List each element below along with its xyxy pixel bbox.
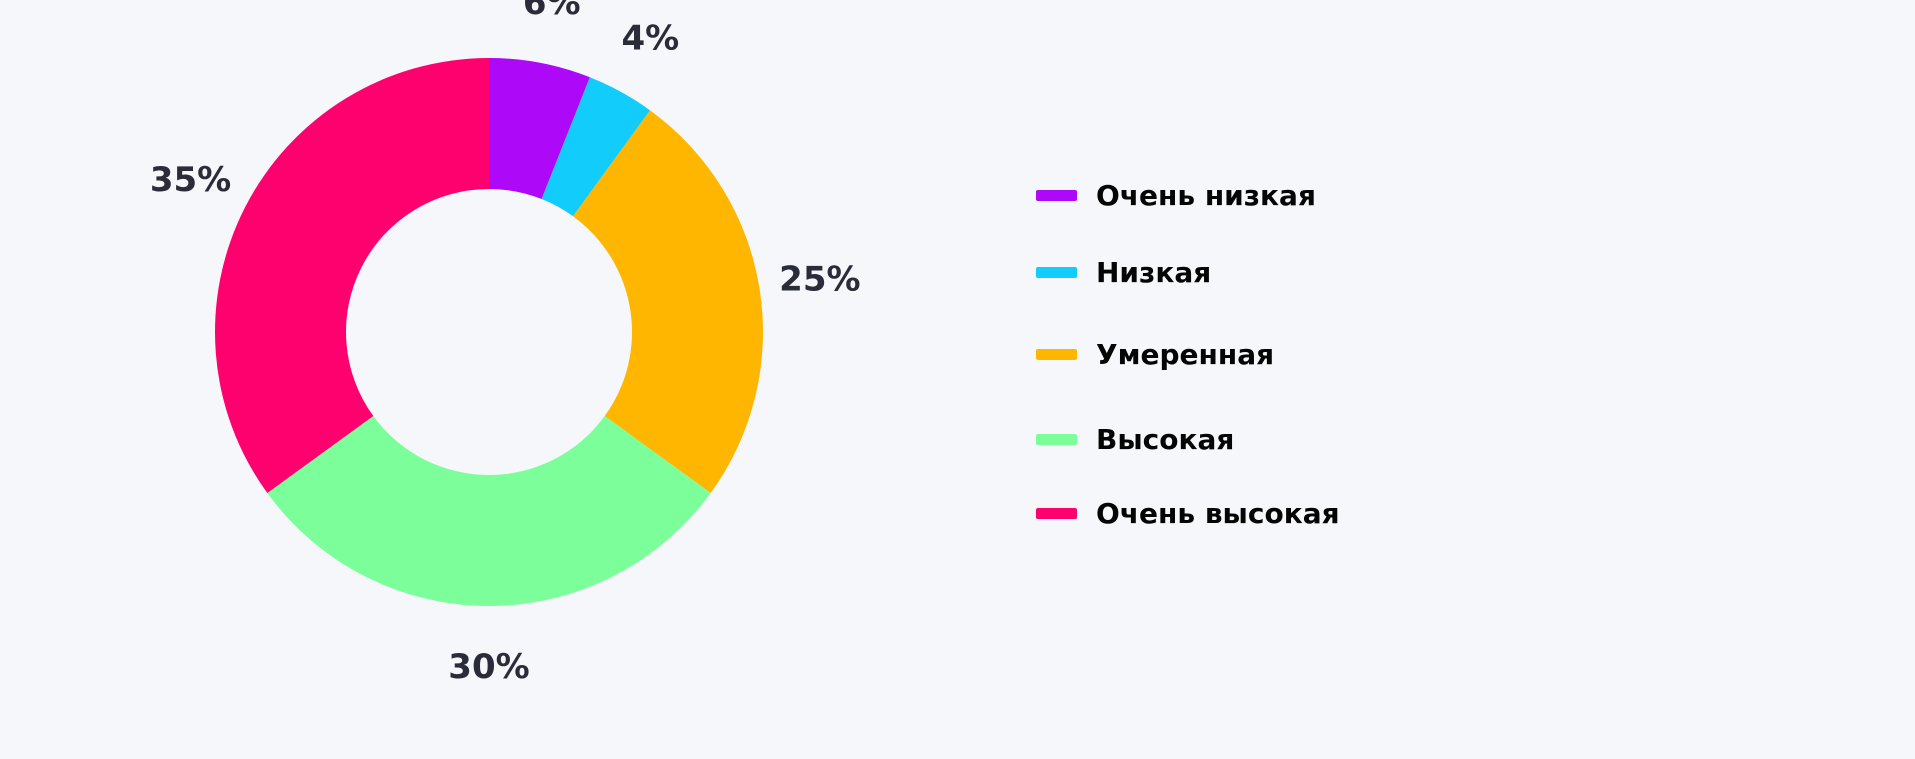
legend-label: Очень высокая: [1096, 496, 1340, 530]
legend-label: Умеренная: [1096, 337, 1275, 371]
legend-item-very-high: Очень высокая: [1036, 493, 1340, 533]
donut-chart: 6% 4% 25% 30% 35%: [150, 0, 861, 687]
donut-slice-3: [267, 416, 711, 606]
slice-label-4: 35%: [150, 160, 231, 200]
legend-swatch: [1036, 189, 1077, 201]
slice-label-1: 4%: [622, 18, 680, 58]
legend-item-very-low: Очень низкая: [1036, 175, 1316, 215]
legend: Очень низкая Низкая Умеренная Высокая Оч…: [1036, 0, 1636, 759]
slice-label-3: 30%: [448, 647, 529, 687]
slice-label-0: 6%: [523, 0, 581, 23]
donut-slices: [215, 58, 763, 606]
donut-slice-2: [573, 110, 763, 494]
legend-item-moderate: Умеренная: [1036, 334, 1274, 374]
slice-labels: 6% 4% 25% 30% 35%: [150, 0, 861, 687]
donut-slice-4: [215, 58, 489, 494]
legend-label: Очень низкая: [1096, 178, 1316, 212]
legend-item-low: Низкая: [1036, 252, 1211, 292]
legend-swatch: [1036, 348, 1077, 360]
legend-item-high: Высокая: [1036, 419, 1234, 459]
legend-label: Низкая: [1096, 255, 1212, 289]
legend-swatch: [1036, 266, 1077, 278]
legend-label: Высокая: [1096, 422, 1235, 456]
donut-slice-0: [489, 58, 590, 200]
donut-slice-1: [541, 77, 651, 217]
slice-label-2: 25%: [779, 260, 860, 300]
legend-swatch: [1036, 507, 1077, 519]
legend-swatch: [1036, 433, 1077, 445]
